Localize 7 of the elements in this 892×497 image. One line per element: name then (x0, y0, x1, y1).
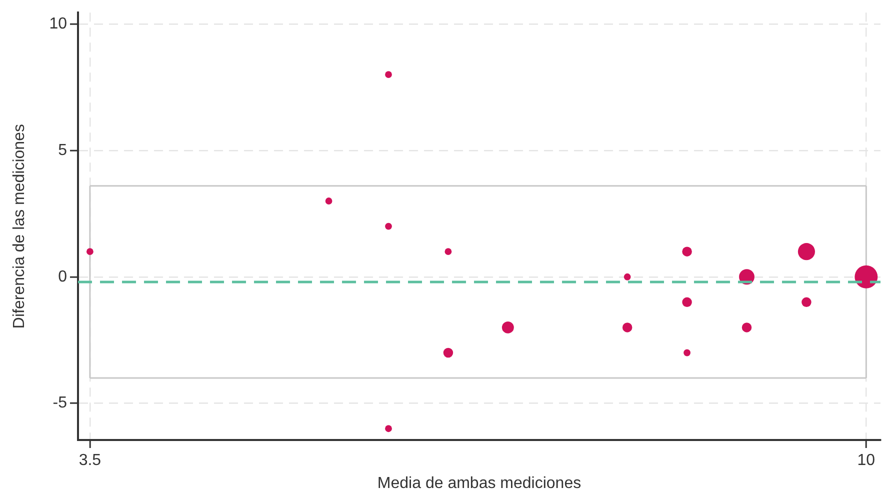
y-tick-label: 0 (58, 268, 68, 286)
y-tick-label: 5 (58, 142, 68, 159)
y-tick-label: -5 (52, 394, 68, 412)
x-tick-label: 3.5 (78, 452, 102, 470)
y-axis-title: Diferencia de las mediciones (11, 124, 28, 329)
y-tick-label: 10 (49, 15, 68, 32)
x-axis-title: Media de ambas mediciones (377, 474, 582, 492)
